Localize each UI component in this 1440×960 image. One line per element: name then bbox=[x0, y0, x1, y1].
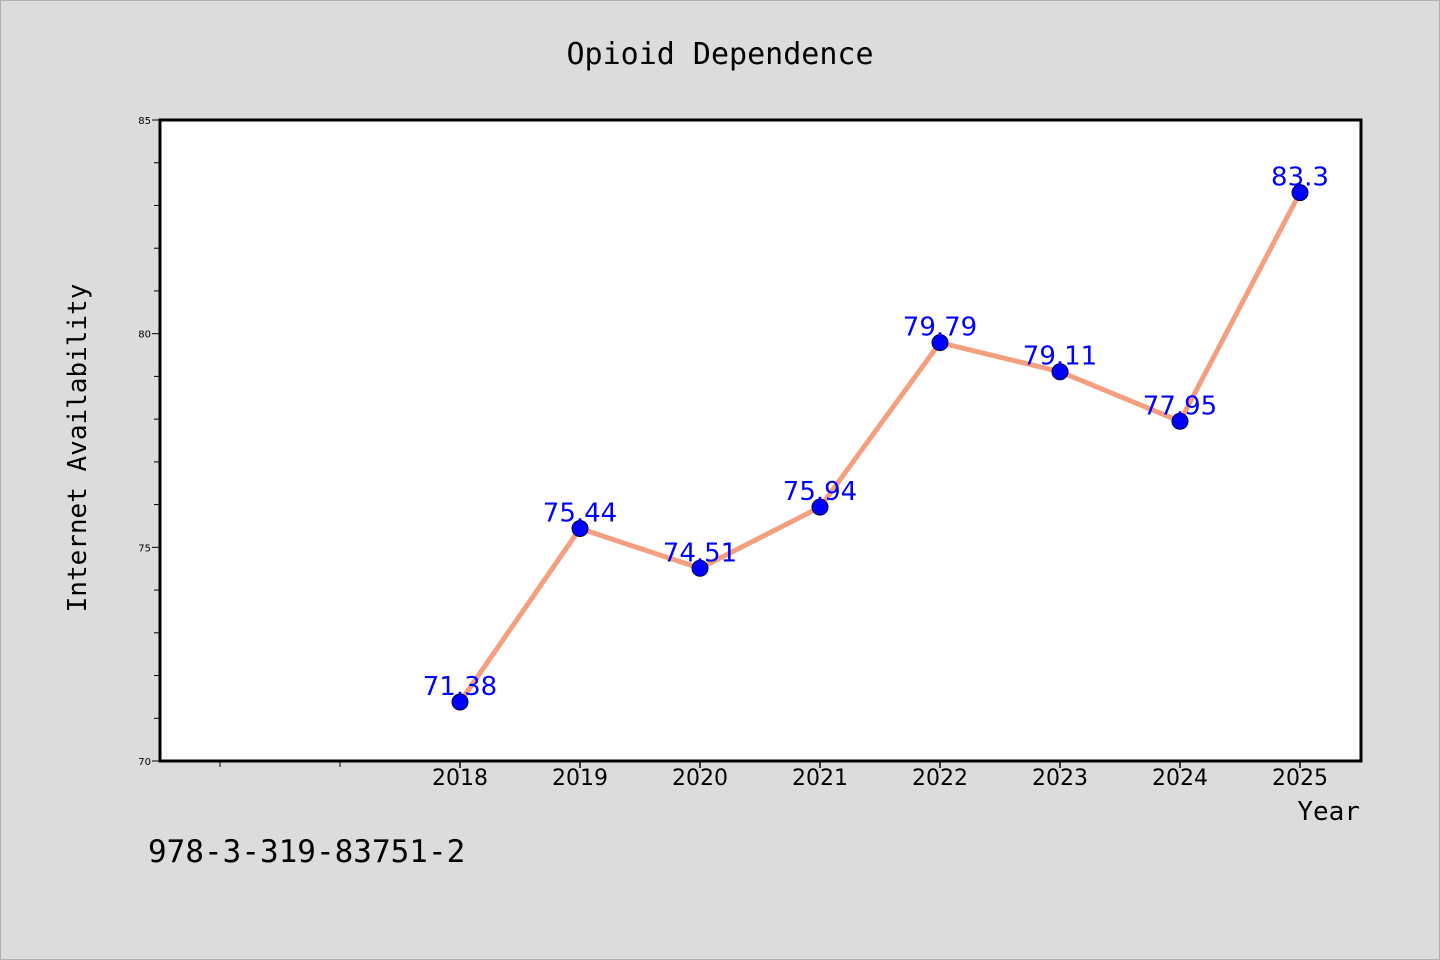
y-tick-label: 80 bbox=[138, 330, 151, 341]
data-label: 71.38 bbox=[423, 672, 497, 702]
data-point bbox=[571, 520, 589, 538]
x-tick-label: 2020 bbox=[672, 766, 728, 791]
y-tick-label: 75 bbox=[138, 543, 151, 554]
data-point bbox=[1171, 412, 1189, 430]
x-axis: 2018 2019 2020 2021 2022 2023 2024 2025 bbox=[219, 761, 1328, 791]
data-label: 75.94 bbox=[783, 477, 857, 507]
y-tick-label: 85 bbox=[138, 116, 151, 127]
data-label: 83.3 bbox=[1271, 163, 1329, 193]
data-point bbox=[811, 498, 829, 516]
series-line-layer bbox=[457, 190, 1303, 705]
data-point bbox=[691, 559, 709, 577]
series-line bbox=[457, 190, 1303, 705]
y-tick-label: 70 bbox=[138, 757, 151, 768]
x-tick-label: 2023 bbox=[1032, 766, 1088, 791]
plot-area bbox=[158, 118, 1363, 763]
x-tick-label: 2024 bbox=[1152, 766, 1208, 791]
chart-title: Opioid Dependence bbox=[566, 37, 873, 72]
data-label: 74.51 bbox=[663, 538, 737, 568]
marker-layer bbox=[451, 184, 1309, 711]
data-point bbox=[451, 693, 469, 711]
data-label-layer: 71.38 75.44 74.51 75.94 79.79 79.11 77.95 83.3 bbox=[423, 163, 1329, 702]
x-axis-label: Year bbox=[1297, 797, 1360, 827]
data-point bbox=[1051, 363, 1069, 381]
y-axis: 70 75 80 85 bbox=[138, 116, 160, 768]
x-tick-label: 2025 bbox=[1272, 766, 1328, 791]
x-tick-label: 2022 bbox=[912, 766, 968, 791]
data-label: 79.11 bbox=[1023, 342, 1097, 372]
data-label: 79.79 bbox=[903, 313, 977, 343]
x-tick-label: 2018 bbox=[432, 766, 488, 791]
footnote-isbn: 978-3-319-83751-2 bbox=[148, 834, 466, 870]
x-tick-label: 2021 bbox=[792, 766, 848, 791]
x-tick-label: 2019 bbox=[552, 766, 608, 791]
data-label: 77.95 bbox=[1143, 391, 1217, 421]
data-point bbox=[1291, 184, 1309, 202]
data-label: 75.44 bbox=[543, 499, 617, 529]
y-axis-label: Internet Availability bbox=[63, 284, 93, 613]
data-point bbox=[931, 334, 949, 352]
